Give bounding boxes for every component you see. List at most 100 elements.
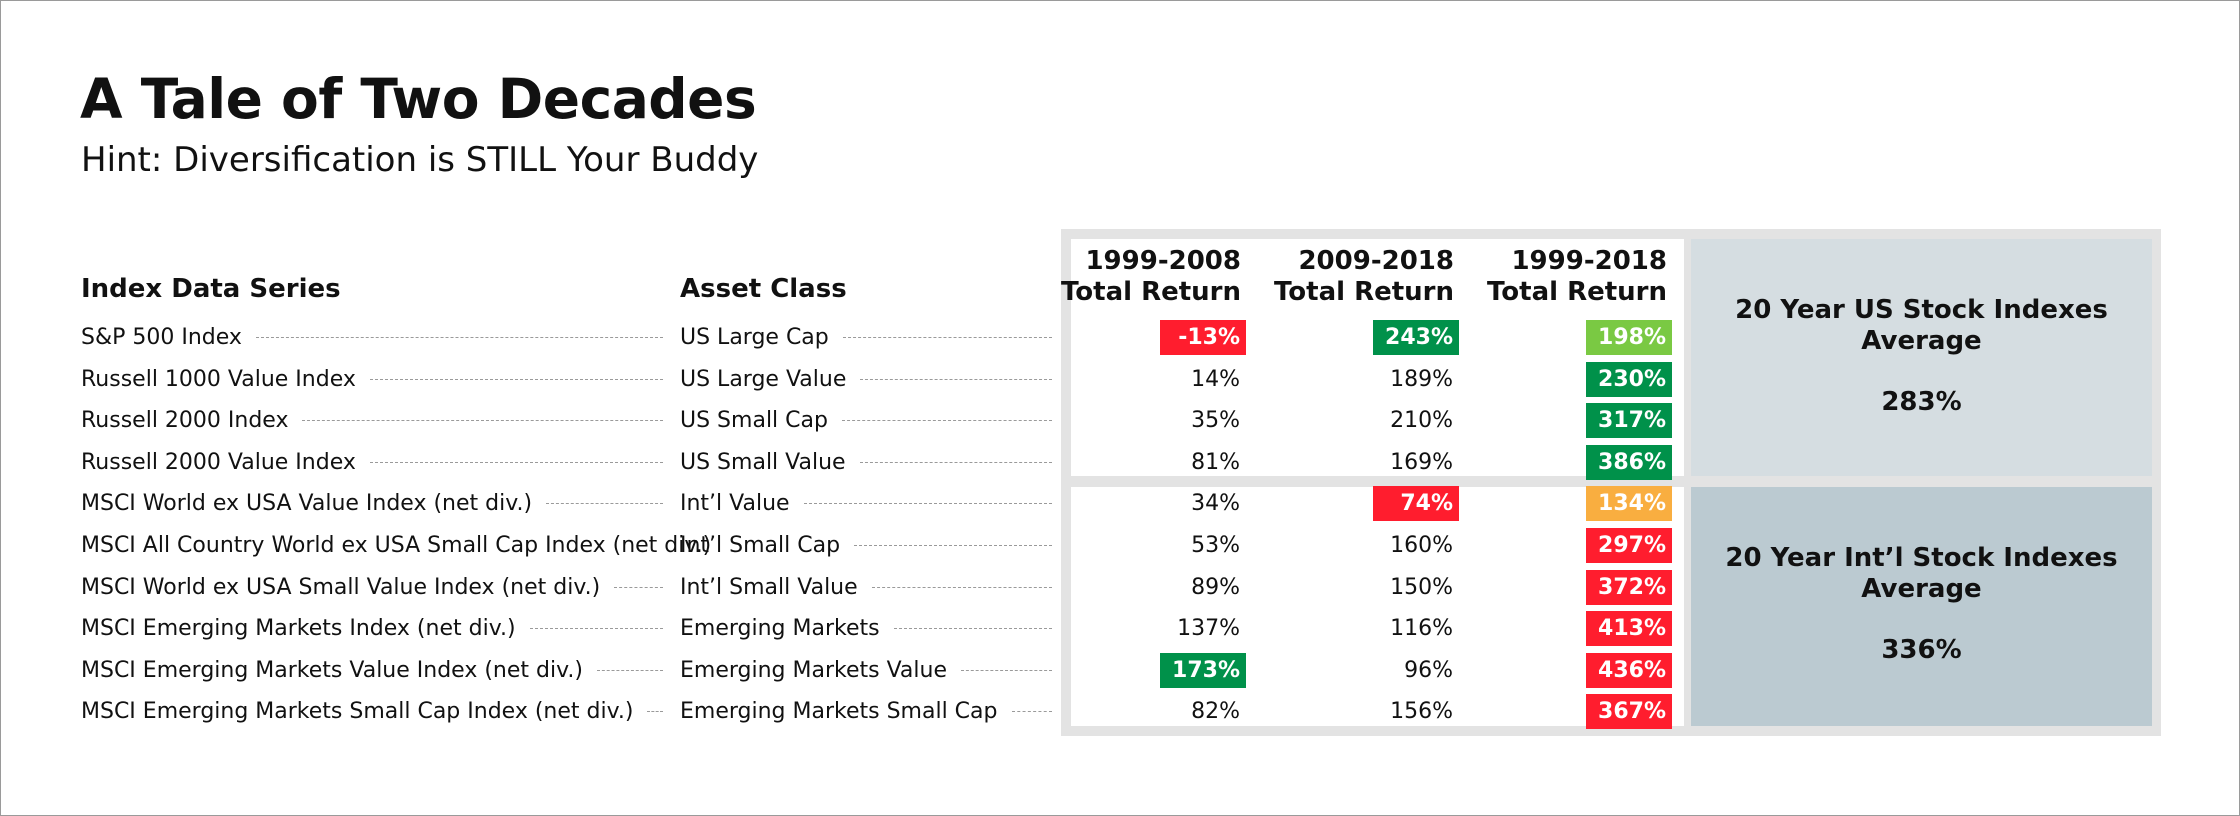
return-p1-value: 89% [1191,575,1240,600]
asset-class-leader-line [961,670,1052,671]
index-leader-line [530,628,663,629]
return-p2-value: 169% [1390,450,1453,475]
asset-class-name: Int’l Small Cap [680,533,841,558]
table-row: MSCI World ex USA Small Value Index (net… [0,567,2240,608]
index-column-header: Index Data Series [81,274,341,304]
us-average-value: 283% [1881,387,1962,418]
table-row: MSCI All Country World ex USA Small Cap … [0,525,2240,566]
asset-class-name: US Large Cap [680,325,829,350]
return-header-2009-2018-label: Total Return [1274,277,1455,308]
return-p1-value: 34% [1191,491,1240,516]
asset-class-name: US Large Value [680,367,847,392]
intl-average-title-line1: 20 Year Int’l Stock Indexes [1725,543,2118,573]
asset-class-column-header: Asset Class [680,274,847,304]
return-p2-value: 160% [1390,533,1453,558]
return-p3-value: 386% [1586,445,1672,480]
asset-class-leader-line [894,628,1052,629]
us-average-title: 20 Year US Stock Indexes Average [1735,295,2108,357]
index-leader-line [647,711,663,712]
intl-average-summary: 20 Year Int’l Stock Indexes Average 336% [1691,487,2152,726]
page-subtitle: Hint: Diversification is STILL Your Budd… [81,140,759,180]
return-p2-value: 74% [1373,486,1459,521]
return-p1-value: -13% [1160,320,1246,355]
return-header-2009-2018: 2009-2018 Total Return [1274,246,1454,308]
us-average-title-line2: Average [1861,326,1982,357]
index-leader-line [370,379,663,380]
asset-class-leader-line [1012,711,1052,712]
asset-class-name: Int’l Small Value [680,575,858,600]
table-row: MSCI Emerging Markets Value Index (net d… [0,650,2240,691]
return-p2-value: 156% [1390,699,1453,724]
asset-class-leader-line [854,545,1052,546]
return-p2-value: 96% [1404,658,1453,683]
asset-class-name: Emerging Markets Value [680,658,947,683]
return-p3-value: 367% [1586,694,1672,729]
index-leader-line [546,503,663,504]
table-row: MSCI Emerging Markets Index (net div.) Em… [0,608,2240,649]
return-p3-value: 372% [1586,570,1672,605]
return-p3-value: 317% [1586,403,1672,438]
index-name: MSCI Emerging Markets Small Cap Index (n… [81,699,634,724]
return-p1-value: 35% [1191,408,1240,433]
index-name: MSCI World ex USA Value Index (net div.) [81,491,533,516]
index-name: MSCI Emerging Markets Index (net div.) [81,616,516,641]
return-p3-value: 436% [1586,653,1672,688]
index-name: MSCI Emerging Markets Value Index (net d… [81,658,583,683]
table-row: S&P 500 Index US Large Cap -13% 243% 198% [0,317,2240,358]
table-row: Russell 2000 Index US Small Cap 35% 210% 317… [0,400,2240,441]
return-p3-value: 134% [1586,486,1672,521]
asset-class-leader-line [842,420,1052,421]
return-header-2009-2018-period: 2009-2018 [1298,246,1454,276]
return-p1-value: 137% [1177,616,1240,641]
table-row: MSCI Emerging Markets Small Cap Index (n… [0,691,2240,732]
return-header-1999-2008: 1999-2008 Total Return [1061,246,1241,308]
asset-class-leader-line [872,587,1052,588]
return-p1-value: 81% [1191,450,1240,475]
return-header-1999-2008-period: 1999-2008 [1085,246,1241,276]
index-leader-line [614,587,663,588]
asset-class-name: US Small Cap [680,408,828,433]
return-p1-value: 53% [1191,533,1240,558]
return-p2-value: 189% [1390,367,1453,392]
return-header-1999-2018-label: Total Return [1487,277,1668,308]
intl-average-title-line2: Average [1861,574,1982,605]
table-row: MSCI World ex USA Value Index (net div.)… [0,483,2240,524]
asset-class-name: Emerging Markets [680,616,880,641]
asset-class-name: Emerging Markets Small Cap [680,699,998,724]
return-p3-value: 198% [1586,320,1672,355]
table-row: Russell 1000 Value Index US Large Value 14… [0,359,2240,400]
return-p2-value: 210% [1390,408,1453,433]
us-returns-block [1071,239,1684,476]
return-p3-value: 230% [1586,362,1672,397]
return-p1-value: 82% [1191,699,1240,724]
return-p1-value: 173% [1160,653,1246,688]
return-p2-value: 150% [1390,575,1453,600]
index-leader-line [256,337,663,338]
us-average-title-line1: 20 Year US Stock Indexes [1735,295,2108,325]
asset-class-leader-line [804,503,1052,504]
asset-class-leader-line [860,379,1052,380]
index-name: S&P 500 Index [81,325,242,350]
return-p2-value: 116% [1390,616,1453,641]
asset-class-leader-line [843,337,1052,338]
return-p3-value: 297% [1586,528,1672,563]
index-name: Russell 1000 Value Index [81,367,356,392]
return-header-1999-2008-label: Total Return [1061,277,1242,308]
index-leader-line [597,670,663,671]
index-name: MSCI World ex USA Small Value Index (net… [81,575,601,600]
index-leader-line [302,420,663,421]
table-row: Russell 2000 Value Index US Small Value 81… [0,442,2240,483]
return-header-1999-2018: 1999-2018 Total Return [1487,246,1667,308]
asset-class-name: US Small Value [680,450,846,475]
page-title: A Tale of Two Decades [80,67,757,131]
return-p3-value: 413% [1586,611,1672,646]
asset-class-leader-line [860,462,1052,463]
return-header-1999-2018-period: 1999-2018 [1511,246,1667,276]
index-name: MSCI All Country World ex USA Small Cap … [81,533,712,558]
us-average-summary: 20 Year US Stock Indexes Average 283% [1691,239,2152,476]
return-p2-value: 243% [1373,320,1459,355]
index-name: Russell 2000 Value Index [81,450,356,475]
index-leader-line [370,462,663,463]
return-p1-value: 14% [1191,367,1240,392]
intl-average-title: 20 Year Int’l Stock Indexes Average [1725,543,2117,605]
